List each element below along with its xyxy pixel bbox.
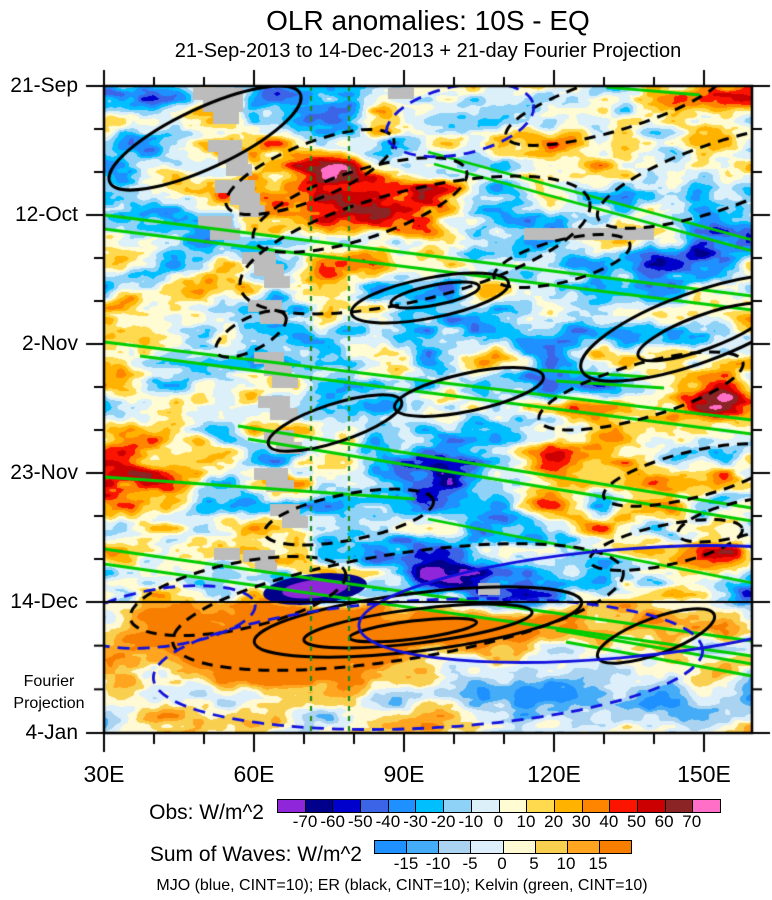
- colorbar-obs-tick-label: -30: [403, 812, 428, 831]
- chart-title: OLR anomalies: 10S - EQ: [266, 5, 590, 36]
- colorbar-obs-tick-label: 50: [627, 812, 646, 831]
- colorbar-waves: [374, 840, 632, 854]
- y-tick-label: 2-Nov: [21, 332, 78, 355]
- chart-subtitle: 21-Sep-2013 to 14-Dec-2013 + 21-day Four…: [174, 40, 682, 62]
- y-tick-label: 23-Nov: [10, 461, 78, 484]
- colorbar-obs-segment: [693, 800, 720, 812]
- colorbar-obs: [277, 799, 721, 813]
- fourier-annotation-line2: Projection: [13, 695, 85, 712]
- colorbar-waves-segment: [439, 841, 472, 853]
- colorbar-waves-tick-label: 15: [588, 854, 608, 873]
- colorbar-obs-title: Obs: W/m^2: [149, 801, 264, 824]
- x-tick-label: 60E: [233, 761, 275, 787]
- colorbar-waves-title: Sum of Waves: W/m^2: [149, 843, 362, 866]
- colorbar-waves-tick-label: -15: [393, 854, 419, 873]
- colorbar-obs-segment: [361, 800, 389, 812]
- colorbar-obs-tick-label: -20: [430, 812, 456, 831]
- colorbar-waves-tick-label: 0: [497, 854, 507, 873]
- contour-legend-text: MJO (blue, CINT=10); ER (black, CINT=10)…: [156, 877, 648, 894]
- x-tick-label: 30E: [83, 761, 125, 787]
- colorbar-waves-segment: [599, 841, 631, 853]
- colorbar-obs-segment: [305, 800, 334, 812]
- colorbar-obs-segment: [416, 800, 445, 812]
- y-tick-label: 12-Oct: [14, 203, 78, 226]
- colorbar-obs-tick-label: 40: [599, 812, 619, 831]
- colorbar-waves-tick-label: -10: [425, 854, 451, 873]
- colorbar-obs-tick-label: 30: [571, 812, 591, 831]
- fourier-annotation-line1: Fourier: [23, 673, 75, 690]
- colorbar-obs-segment: [527, 800, 555, 812]
- colorbar-obs-segment: [665, 800, 694, 812]
- colorbar-waves-segment: [407, 841, 440, 853]
- colorbar-obs-tick-label: 70: [682, 812, 702, 831]
- colorbar-waves-tick-label: -5: [462, 854, 478, 873]
- colorbar-obs-tick-label: 0: [493, 812, 504, 831]
- colorbar-waves-segment: [503, 841, 536, 853]
- colorbar-obs-segment: [610, 800, 638, 812]
- colorbar-obs-segment: [554, 800, 583, 812]
- y-tick-label: 21-Sep: [10, 74, 78, 97]
- colorbar-waves-segment: [567, 841, 600, 853]
- colorbar-obs-tick-label: 20: [544, 812, 564, 831]
- colorbar-obs-tick-label: -60: [320, 812, 345, 831]
- colorbar-obs-tick-label: -50: [347, 812, 373, 831]
- colorbar-obs-segment: [278, 800, 306, 812]
- colorbar-obs-tick-label: 10: [516, 812, 536, 831]
- x-tick-label: 150E: [677, 761, 731, 787]
- colorbar-obs-tick-label: 60: [654, 812, 674, 831]
- colorbar-obs-segment: [582, 800, 611, 812]
- colorbar-obs-tick-label: -40: [375, 812, 401, 831]
- colorbar-obs-tick-label: -10: [458, 812, 484, 831]
- colorbar-obs-segment: [637, 800, 666, 812]
- colorbar-waves-segment: [471, 841, 504, 853]
- x-tick-label: 90E: [383, 761, 425, 787]
- colorbar-waves-tick-label: 10: [556, 854, 576, 873]
- colorbar-waves-tick-label: 5: [529, 854, 539, 873]
- colorbar-obs-segment: [499, 800, 528, 812]
- x-tick-label: 120E: [527, 761, 581, 787]
- colorbar-waves-segment: [535, 841, 568, 853]
- y-tick-label: 14-Dec: [10, 590, 78, 613]
- colorbar-obs-segment: [471, 800, 500, 812]
- y-tick-label: 4-Jan: [25, 721, 78, 744]
- colorbar-obs-segment: [388, 800, 417, 812]
- colorbar-obs-segment: [444, 800, 472, 812]
- colorbar-waves-segment: [375, 841, 408, 853]
- colorbar-obs-tick-label: -70: [292, 812, 318, 831]
- colorbar-obs-segment: [333, 800, 362, 812]
